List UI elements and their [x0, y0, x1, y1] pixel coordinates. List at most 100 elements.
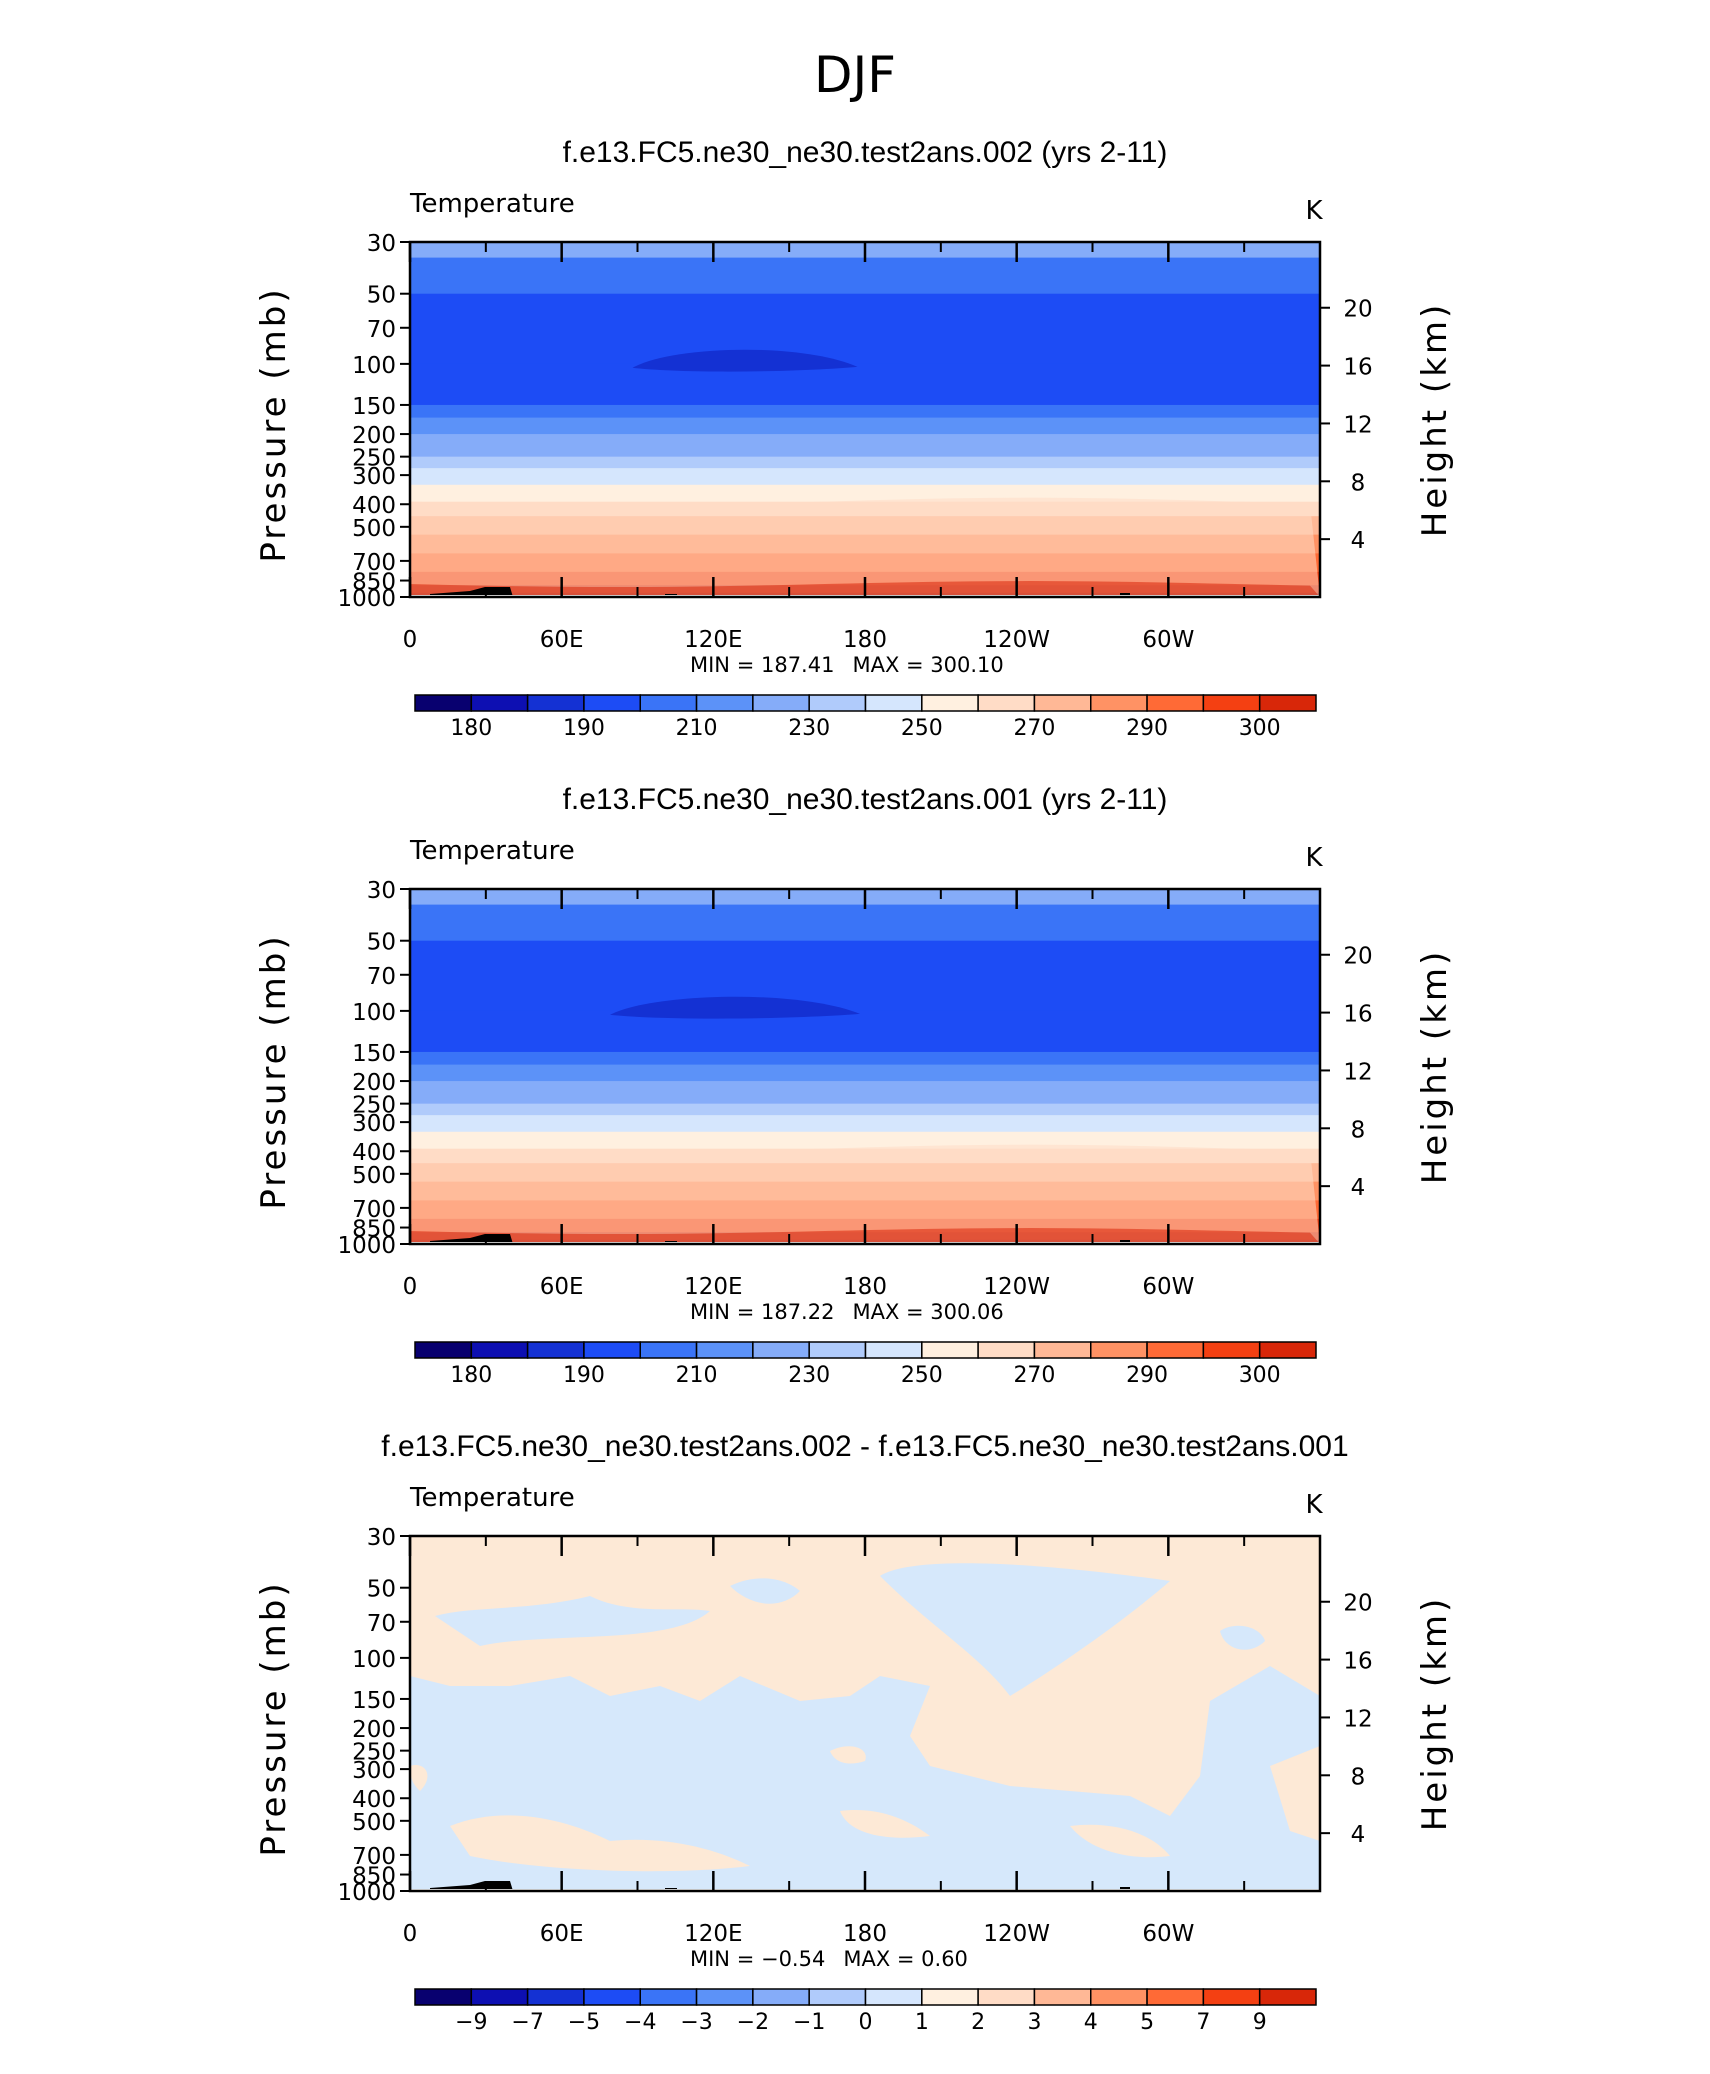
terrain-mask: [430, 1881, 513, 1889]
x-tick-label: 120E: [684, 627, 742, 653]
colorbar-label: −3: [680, 2010, 712, 2035]
colorbar-box: [752, 1341, 810, 1359]
colorbar-box: [583, 1341, 641, 1359]
y-tick-label: 400: [352, 1787, 396, 1813]
colorbar-box: [1090, 1988, 1148, 2006]
colorbar-label: 250: [901, 1363, 943, 1388]
min-max-stats: MIN = −0.54 MAX = 0.60: [690, 1947, 968, 1971]
max-value: 0.60: [921, 1947, 968, 1971]
colorbar-box: [1033, 1341, 1092, 1359]
contour-band: [410, 1081, 1320, 1105]
contour-band: [410, 484, 1320, 503]
y-right-tick-label: 8: [1351, 1764, 1366, 1790]
colorbar-box: [414, 1988, 473, 2006]
x-tick-label: 120E: [684, 1274, 742, 1300]
y-right-axis-title: Height (km): [1415, 302, 1455, 538]
panel-title: f.e13.FC5.ne30_ne30.test2ans.002 (yrs 2-…: [563, 136, 1168, 169]
colorbar-label: 1: [915, 2010, 929, 2035]
colorbar-box: [977, 1988, 1036, 2006]
y-tick-label: 1000: [337, 586, 396, 612]
y-right-tick-label: 4: [1351, 1175, 1366, 1201]
y-tick-label: 30: [367, 878, 396, 904]
y-right-tick-label: 16: [1343, 355, 1372, 381]
colorbar-label: 4: [1084, 2010, 1098, 2035]
colorbar-label: −2: [737, 2010, 769, 2035]
colorbar-label: −7: [511, 2010, 543, 2035]
panel-title: f.e13.FC5.ne30_ne30.test2ans.001 (yrs 2-…: [563, 783, 1168, 816]
terrain-mask: [430, 587, 513, 595]
terrain-mask: [665, 594, 677, 595]
y-tick-label: 500: [352, 516, 396, 542]
x-tick-label: 0: [403, 1921, 418, 1947]
x-tick-label: 180: [843, 627, 887, 653]
colorbar-label: 300: [1239, 716, 1281, 741]
colorbar-box: [470, 1988, 529, 2006]
terrain-mask: [665, 1241, 677, 1242]
colorbar-box: [639, 694, 698, 712]
y-right-tick-label: 8: [1351, 470, 1366, 496]
colorbar-box: [639, 1341, 698, 1359]
unit-label: K: [1305, 843, 1323, 873]
y-tick-label: 400: [352, 493, 396, 519]
y-tick-label: 500: [352, 1163, 396, 1189]
y-tick-label: 200: [352, 1717, 396, 1743]
colorbar-box: [526, 694, 585, 712]
colorbar-box: [639, 1988, 698, 2006]
y-axis-title: Pressure (mb): [254, 1580, 294, 1856]
colorbar-label: 230: [788, 1363, 830, 1388]
y-tick-label: 150: [352, 1688, 396, 1714]
field-label: Temperature: [409, 836, 575, 866]
y-tick-label: 150: [352, 394, 396, 420]
positive-region: [1070, 1824, 1170, 1858]
y-tick-label: 850: [352, 570, 396, 596]
contour-band: [410, 1144, 1320, 1242]
unit-label: K: [1305, 196, 1323, 226]
colorbar-box: [1258, 694, 1317, 712]
y-tick-label: 850: [352, 1864, 396, 1890]
y-tick-label: 700: [352, 1844, 396, 1870]
colorbar-label: 210: [676, 716, 718, 741]
panel-difference: f.e13.FC5.ne30_ne30.test2ans.002 - f.e13…: [254, 1430, 1455, 2035]
colorbar-label: 290: [1126, 1363, 1168, 1388]
colorbar-box: [1090, 694, 1148, 712]
y-tick-label: 250: [352, 1740, 396, 1766]
y-tick-label: 700: [352, 550, 396, 576]
colorbar-box: [752, 694, 810, 712]
y-tick-label: 500: [352, 1810, 396, 1836]
colorbar-box: [864, 1341, 923, 1359]
max-value: 300.10: [930, 653, 1003, 677]
terrain-mask: [1120, 1240, 1130, 1242]
x-tick-label: 120W: [983, 627, 1050, 653]
positive-region: [840, 1810, 930, 1838]
contour-band: [410, 940, 1320, 1012]
colorbar-box: [1090, 1341, 1148, 1359]
colorbar-box: [808, 694, 867, 712]
colorbar-box: [695, 694, 754, 712]
colorbar-label: 210: [676, 1363, 718, 1388]
colorbar-box: [1146, 694, 1205, 712]
colorbar-box: [1202, 694, 1261, 712]
colorbar-label: 230: [788, 716, 830, 741]
colorbar-label: 5: [1140, 2010, 1154, 2035]
positive-region: [450, 1815, 750, 1872]
min-value: 187.41: [761, 653, 834, 677]
field-label: Temperature: [409, 1483, 575, 1513]
panel-title: f.e13.FC5.ne30_ne30.test2ans.002 - f.e13…: [381, 1430, 1348, 1463]
y-right-tick-label: 4: [1351, 528, 1366, 554]
contour-band: [410, 363, 1320, 406]
colorbar-box: [695, 1988, 754, 2006]
y-tick-label: 250: [352, 1093, 396, 1119]
y-tick-label: 1000: [337, 1880, 396, 1906]
y-tick-label: 850: [352, 1217, 396, 1243]
x-tick-label: 60E: [540, 627, 584, 653]
y-tick-label: 300: [352, 1111, 396, 1137]
colorbar-label: 7: [1196, 2010, 1210, 2035]
max-label: MAX =: [852, 653, 930, 677]
x-tick-label: 120E: [684, 1921, 742, 1947]
negative-region: [880, 1563, 1170, 1696]
min-max-stats: MIN = 187.41 MAX = 300.10: [690, 653, 1004, 677]
y-axis-title: Pressure (mb): [254, 286, 294, 562]
x-tick-label: 60W: [1142, 1921, 1194, 1947]
terrain-mask: [1120, 1887, 1130, 1889]
